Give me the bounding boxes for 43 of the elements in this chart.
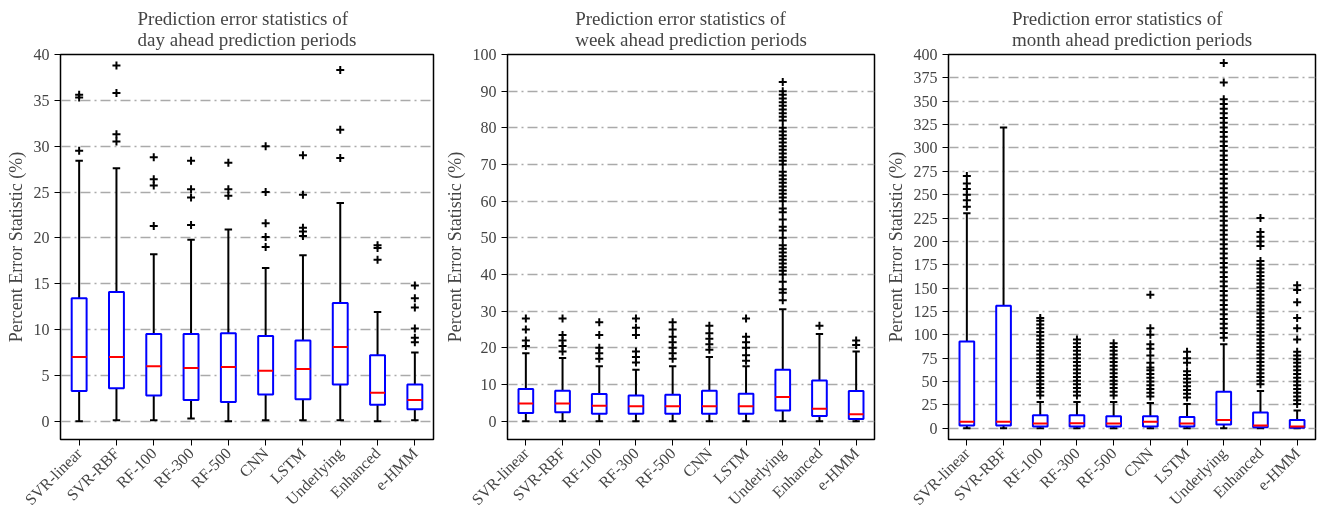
y-tick-label: 250 — [913, 186, 938, 204]
y-axis-title: Percent Error Statistic (%) — [885, 151, 907, 343]
y-tick-label: 175 — [913, 256, 938, 274]
y-tick-label: 30 — [33, 137, 50, 155]
y-tick-label: 80 — [480, 119, 497, 137]
y-tick-label: 40 — [480, 266, 497, 283]
y-tick-label: 100 — [472, 46, 497, 63]
y-tick-label: 20 — [33, 229, 50, 247]
y-tick-label: 75 — [921, 349, 938, 367]
chart-title: Prediction error statistics of day ahead prediction periods — [137, 7, 357, 50]
y-tick-label: 100 — [913, 326, 938, 344]
y-tick-label: 300 — [913, 139, 938, 157]
y-tick-label: 60 — [480, 192, 497, 210]
y-tick-label: 25 — [33, 183, 50, 201]
y-tick-label: 10 — [480, 376, 497, 393]
chart-title: Prediction error statistics of week ahead prediction periods — [575, 7, 807, 50]
y-tick-label: 325 — [913, 116, 938, 134]
y-tick-label: 35 — [33, 91, 50, 109]
chart-title: Prediction error statistics of month ahead prediction periods — [1011, 7, 1253, 50]
y-tick-label: 10 — [33, 321, 50, 338]
y-axis-title: Percent Error Statistic (%) — [444, 151, 466, 343]
y-tick-label: 50 — [480, 229, 497, 247]
y-tick-label: 375 — [913, 69, 938, 87]
y-tick-label: 400 — [913, 46, 938, 63]
y-tick-label: 50 — [921, 373, 938, 391]
y-tick-label: 5 — [41, 366, 50, 384]
y-tick-label: 15 — [33, 275, 50, 293]
y-tick-label: 25 — [921, 396, 938, 414]
y-tick-label: 275 — [913, 162, 938, 180]
y-tick-label: 125 — [913, 302, 938, 320]
y-axis-title: Percent Error Statistic (%) — [5, 151, 27, 343]
y-tick-label: 350 — [913, 92, 938, 110]
y-tick-label: 40 — [33, 46, 50, 63]
y-tick-label: 0 — [488, 412, 497, 430]
y-tick-label: 30 — [480, 302, 497, 320]
y-tick-label: 150 — [913, 279, 938, 297]
y-tick-label: 200 — [913, 232, 938, 250]
y-tick-label: 225 — [913, 209, 938, 227]
y-tick-label: 20 — [480, 339, 497, 357]
y-tick-label: 90 — [480, 82, 497, 100]
y-tick-label: 70 — [480, 156, 497, 173]
y-tick-label: 0 — [41, 412, 50, 430]
y-tick-label: 0 — [929, 419, 938, 437]
